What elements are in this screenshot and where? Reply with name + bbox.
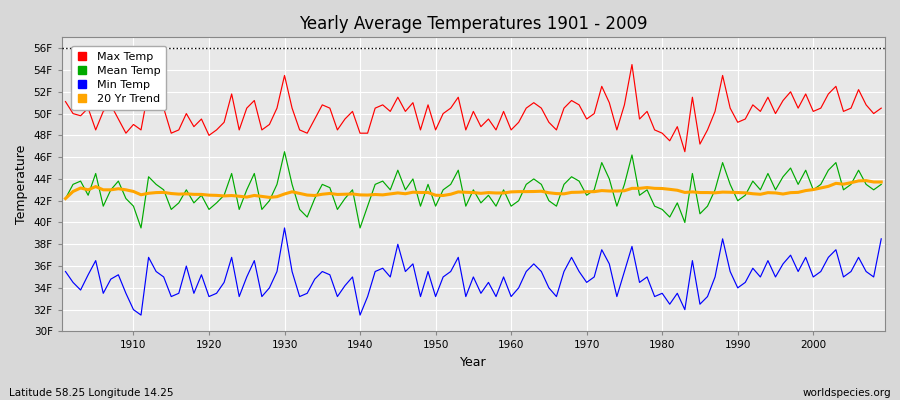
Text: Latitude 58.25 Longitude 14.25: Latitude 58.25 Longitude 14.25 bbox=[9, 388, 174, 398]
Y-axis label: Temperature: Temperature bbox=[15, 145, 28, 224]
X-axis label: Year: Year bbox=[460, 356, 487, 369]
Legend: Max Temp, Mean Temp, Min Temp, 20 Yr Trend: Max Temp, Mean Temp, Min Temp, 20 Yr Tre… bbox=[71, 46, 166, 110]
Text: worldspecies.org: worldspecies.org bbox=[803, 388, 891, 398]
Title: Yearly Average Temperatures 1901 - 2009: Yearly Average Temperatures 1901 - 2009 bbox=[299, 15, 648, 33]
